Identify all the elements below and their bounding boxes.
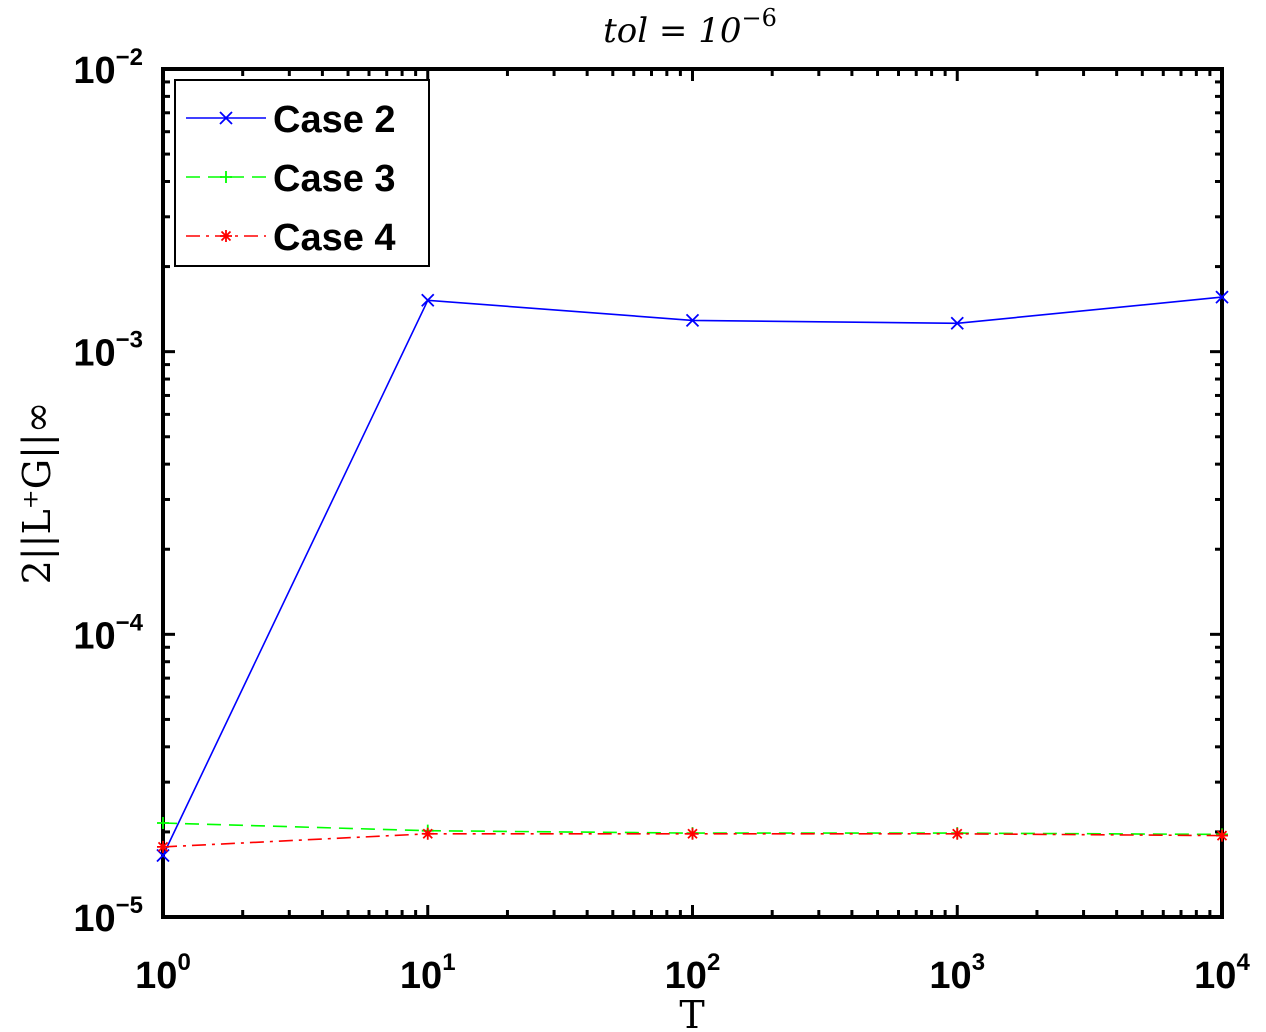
data-point xyxy=(685,313,700,328)
y-tick-label: 10−5 xyxy=(73,892,143,940)
legend-label: Case 3 xyxy=(273,158,396,200)
tick-labels: 100 101 102 103 104 10−5 10−4 10−3 10−2 xyxy=(73,44,1250,997)
chart-title-exp: −6 xyxy=(741,4,776,32)
x-axis-label: T xyxy=(679,993,704,1032)
legend-label: Case 4 xyxy=(273,217,396,259)
y-tick-label: 10−4 xyxy=(73,609,143,657)
data-point xyxy=(1215,290,1229,304)
data-point xyxy=(1216,829,1228,842)
x-tick-label: 101 xyxy=(400,949,456,997)
legend-label: Case 2 xyxy=(273,99,396,141)
legend-marker xyxy=(220,230,232,242)
data-point xyxy=(421,827,434,840)
data-point xyxy=(950,316,964,330)
chart-title: tol = 10−6 xyxy=(603,4,777,51)
data-point xyxy=(951,827,964,840)
chart-title-base: tol = 10 xyxy=(603,11,741,51)
data-point xyxy=(686,827,699,840)
data-point xyxy=(157,840,169,853)
series-line xyxy=(162,296,1223,856)
x-tick-label: 103 xyxy=(929,949,985,997)
y-tick-label: 10−2 xyxy=(73,44,143,92)
legend-marker xyxy=(220,171,232,183)
legend-box xyxy=(174,79,430,267)
series-case-4 xyxy=(157,827,1228,853)
ticks xyxy=(161,69,1222,919)
y-axis-label: 2||L⁺G||∞ xyxy=(15,402,59,585)
legend-marker xyxy=(219,111,233,125)
y-tick-label: 10−3 xyxy=(73,327,143,375)
series xyxy=(156,290,1229,863)
x-tick-label: 102 xyxy=(665,949,721,997)
data-point xyxy=(157,817,169,830)
data-point xyxy=(421,293,435,307)
series-case-2 xyxy=(156,290,1229,863)
legend: Case 2 Case 3 Case 4 xyxy=(174,79,430,267)
x-tick-label: 104 xyxy=(1194,949,1250,997)
x-tick-label: 100 xyxy=(135,949,191,997)
